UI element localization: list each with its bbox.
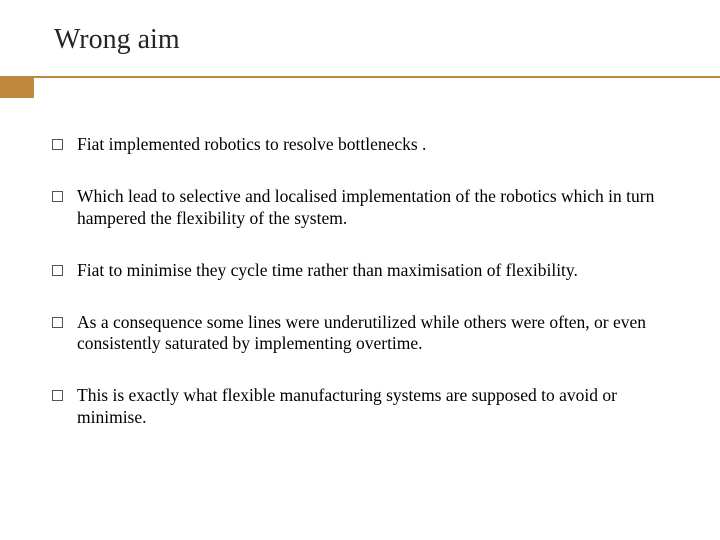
bullet-icon	[52, 317, 63, 328]
accent-row	[0, 76, 720, 98]
list-item: Fiat implemented robotics to resolve bot…	[52, 134, 668, 156]
bullet-text: As a consequence some lines were underut…	[77, 312, 668, 356]
bullet-text: Fiat implemented robotics to resolve bot…	[77, 134, 668, 156]
bullet-text: This is exactly what flexible manufactur…	[77, 385, 668, 429]
bullet-icon	[52, 191, 63, 202]
content-area: Fiat implemented robotics to resolve bot…	[48, 134, 672, 429]
bullet-text: Fiat to minimise they cycle time rather …	[77, 260, 668, 282]
list-item: This is exactly what flexible manufactur…	[52, 385, 668, 429]
accent-line	[34, 76, 720, 78]
bullet-icon	[52, 390, 63, 401]
list-item: As a consequence some lines were underut…	[52, 312, 668, 356]
bullet-icon	[52, 265, 63, 276]
bullet-text: Which lead to selective and localised im…	[77, 186, 668, 230]
slide-title: Wrong aim	[54, 24, 672, 56]
list-item: Which lead to selective and localised im…	[52, 186, 668, 230]
accent-block	[0, 76, 34, 98]
list-item: Fiat to minimise they cycle time rather …	[52, 260, 668, 282]
bullet-icon	[52, 139, 63, 150]
slide: Wrong aim Fiat implemented robotics to r…	[0, 0, 720, 540]
